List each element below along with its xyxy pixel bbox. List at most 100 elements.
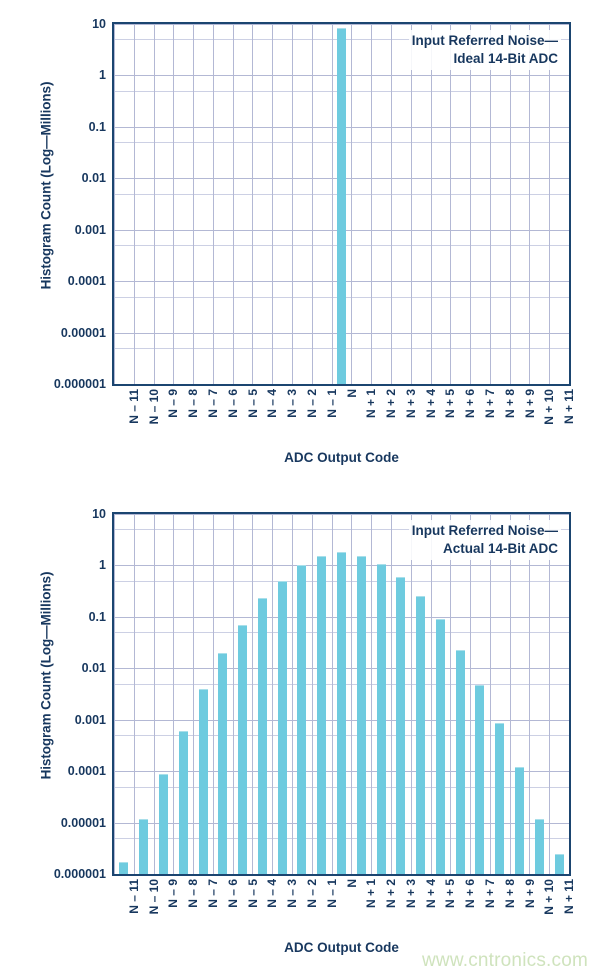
x-axis-title: ADC Output Code (284, 940, 399, 955)
gridline-vertical (252, 514, 253, 874)
gridline-vertical (529, 24, 530, 384)
x-tick-label: N + 1 (364, 879, 378, 909)
y-tick-label: 1 (99, 68, 106, 83)
gridline-vertical (411, 24, 412, 384)
x-tick-label: N + 9 (523, 879, 537, 909)
gridline-vertical (272, 24, 273, 384)
x-tick-label: N – 7 (206, 389, 220, 418)
site-watermark: www.cntronics.com (422, 950, 588, 971)
histogram-bar (258, 598, 267, 874)
x-tick-label: N – 7 (206, 879, 220, 908)
plot-area-actual: Input Referred Noise— Actual 14-Bit ADC (112, 512, 571, 876)
x-tick-label: N + 8 (503, 389, 517, 419)
x-tick-label: N + 11 (562, 879, 576, 915)
histogram-bar (555, 853, 564, 874)
chart-title-actual: Input Referred Noise— Actual 14-Bit ADC (408, 520, 561, 561)
gridline-vertical (431, 24, 432, 384)
histogram-bar (535, 818, 544, 874)
x-tick-label: N + 10 (542, 879, 556, 915)
x-tick-label: N + 3 (404, 389, 418, 419)
y-tick-label: 0.1 (88, 609, 106, 624)
gridline-vertical (312, 514, 313, 874)
gridline-horizontal (114, 384, 569, 385)
x-tick-label: N + 7 (483, 879, 497, 909)
x-tick-label: N + 3 (404, 879, 418, 909)
x-tick-label: N – 6 (226, 389, 240, 418)
y-tick-label: 0.000001 (53, 377, 106, 391)
gridline-vertical (450, 514, 451, 874)
x-tick-label: N – 3 (285, 879, 299, 908)
gridline-horizontal (114, 24, 569, 25)
gridline-vertical (154, 24, 155, 384)
gridline-vertical (173, 514, 174, 874)
gridline-vertical (292, 514, 293, 874)
y-tick-label: 0.001 (74, 222, 106, 237)
y-tick-label: 0.000001 (53, 867, 106, 881)
gridline-vertical (252, 24, 253, 384)
gridline-vertical (193, 514, 194, 874)
chart-ideal-14bit-adc: Histogram Count (Log—Millions) 10 1 0.1 0.0… (0, 0, 600, 470)
gridline-vertical (233, 514, 234, 874)
x-tick-label: N + 5 (443, 879, 457, 909)
x-tick-label: N + 1 (364, 389, 378, 419)
x-tick-label: N – 9 (166, 389, 180, 418)
x-tick-label: N + 9 (523, 389, 537, 419)
gridline-vertical (470, 24, 471, 384)
x-tick-label: N – 1 (325, 879, 339, 908)
histogram-bar (278, 580, 287, 874)
histogram-bar (475, 684, 484, 874)
gridline-vertical (490, 514, 491, 874)
chart-actual-14bit-adc: Histogram Count (Log—Millions) 10 1 0.1 0.0… (0, 490, 600, 960)
x-axis-tick-labels: N – 11 N – 10 N – 9 N – 8 N – 7 N – 6 N – 5 N –… (112, 388, 576, 448)
histogram-bar (357, 555, 366, 874)
gridline-horizontal (114, 514, 569, 515)
gridline-vertical (213, 24, 214, 384)
y-tick-label: 0.00001 (60, 815, 106, 830)
gridline-vertical (549, 514, 550, 874)
x-axis-tick-labels: N – 11 N – 10 N – 9 N – 8 N – 7 N – 6 N – 5 N –… (112, 878, 576, 938)
gridline-vertical (529, 514, 530, 874)
histogram-bar (218, 652, 227, 874)
x-tick-label: N – 9 (166, 879, 180, 908)
y-tick-label: 0.01 (81, 171, 106, 186)
chart-title-ideal: Input Referred Noise— Ideal 14-Bit ADC (408, 30, 561, 71)
histogram-bar (377, 564, 386, 874)
histogram-bar (238, 624, 247, 874)
gridline-vertical (351, 514, 352, 874)
histogram-bar (396, 576, 405, 874)
gridline-vertical (569, 24, 570, 384)
histogram-bar (139, 818, 148, 874)
gridline-vertical (134, 24, 135, 384)
x-tick-label: N + 6 (463, 389, 477, 419)
gridline-horizontal-minor (114, 529, 569, 531)
y-tick-label: 0.1 (88, 119, 106, 134)
gridline-vertical (431, 514, 432, 874)
gridline-vertical (114, 24, 115, 384)
histogram-bar (199, 688, 208, 874)
x-tick-label: N – 8 (186, 389, 200, 418)
gridline-vertical (411, 514, 412, 874)
x-tick-label: N – 5 (246, 879, 260, 908)
gridline-vertical (114, 514, 115, 874)
gridline-vertical (134, 514, 135, 874)
gridline-vertical (371, 514, 372, 874)
histogram-bar (119, 862, 128, 874)
x-tick-label: N (345, 389, 359, 398)
gridline-vertical (213, 514, 214, 874)
y-axis-tick-labels: 10 1 0.1 0.01 0.001 0.0001 0.00001 0.000001 (0, 17, 112, 391)
gridline-vertical (272, 514, 273, 874)
x-tick-label: N + 4 (424, 389, 438, 419)
gridline-vertical (391, 514, 392, 874)
gridline-vertical (193, 24, 194, 384)
gridline-vertical (173, 24, 174, 384)
x-tick-label: N + 7 (483, 389, 497, 419)
gridline-vertical (351, 24, 352, 384)
x-tick-label: N – 4 (265, 389, 279, 418)
x-tick-label: N – 2 (305, 389, 319, 418)
histogram-bar (515, 767, 524, 874)
histogram-bar (416, 596, 425, 874)
y-tick-label: 0.0001 (67, 274, 106, 289)
gridline-vertical (549, 24, 550, 384)
histogram-bar (495, 723, 504, 874)
gridline-vertical (391, 24, 392, 384)
